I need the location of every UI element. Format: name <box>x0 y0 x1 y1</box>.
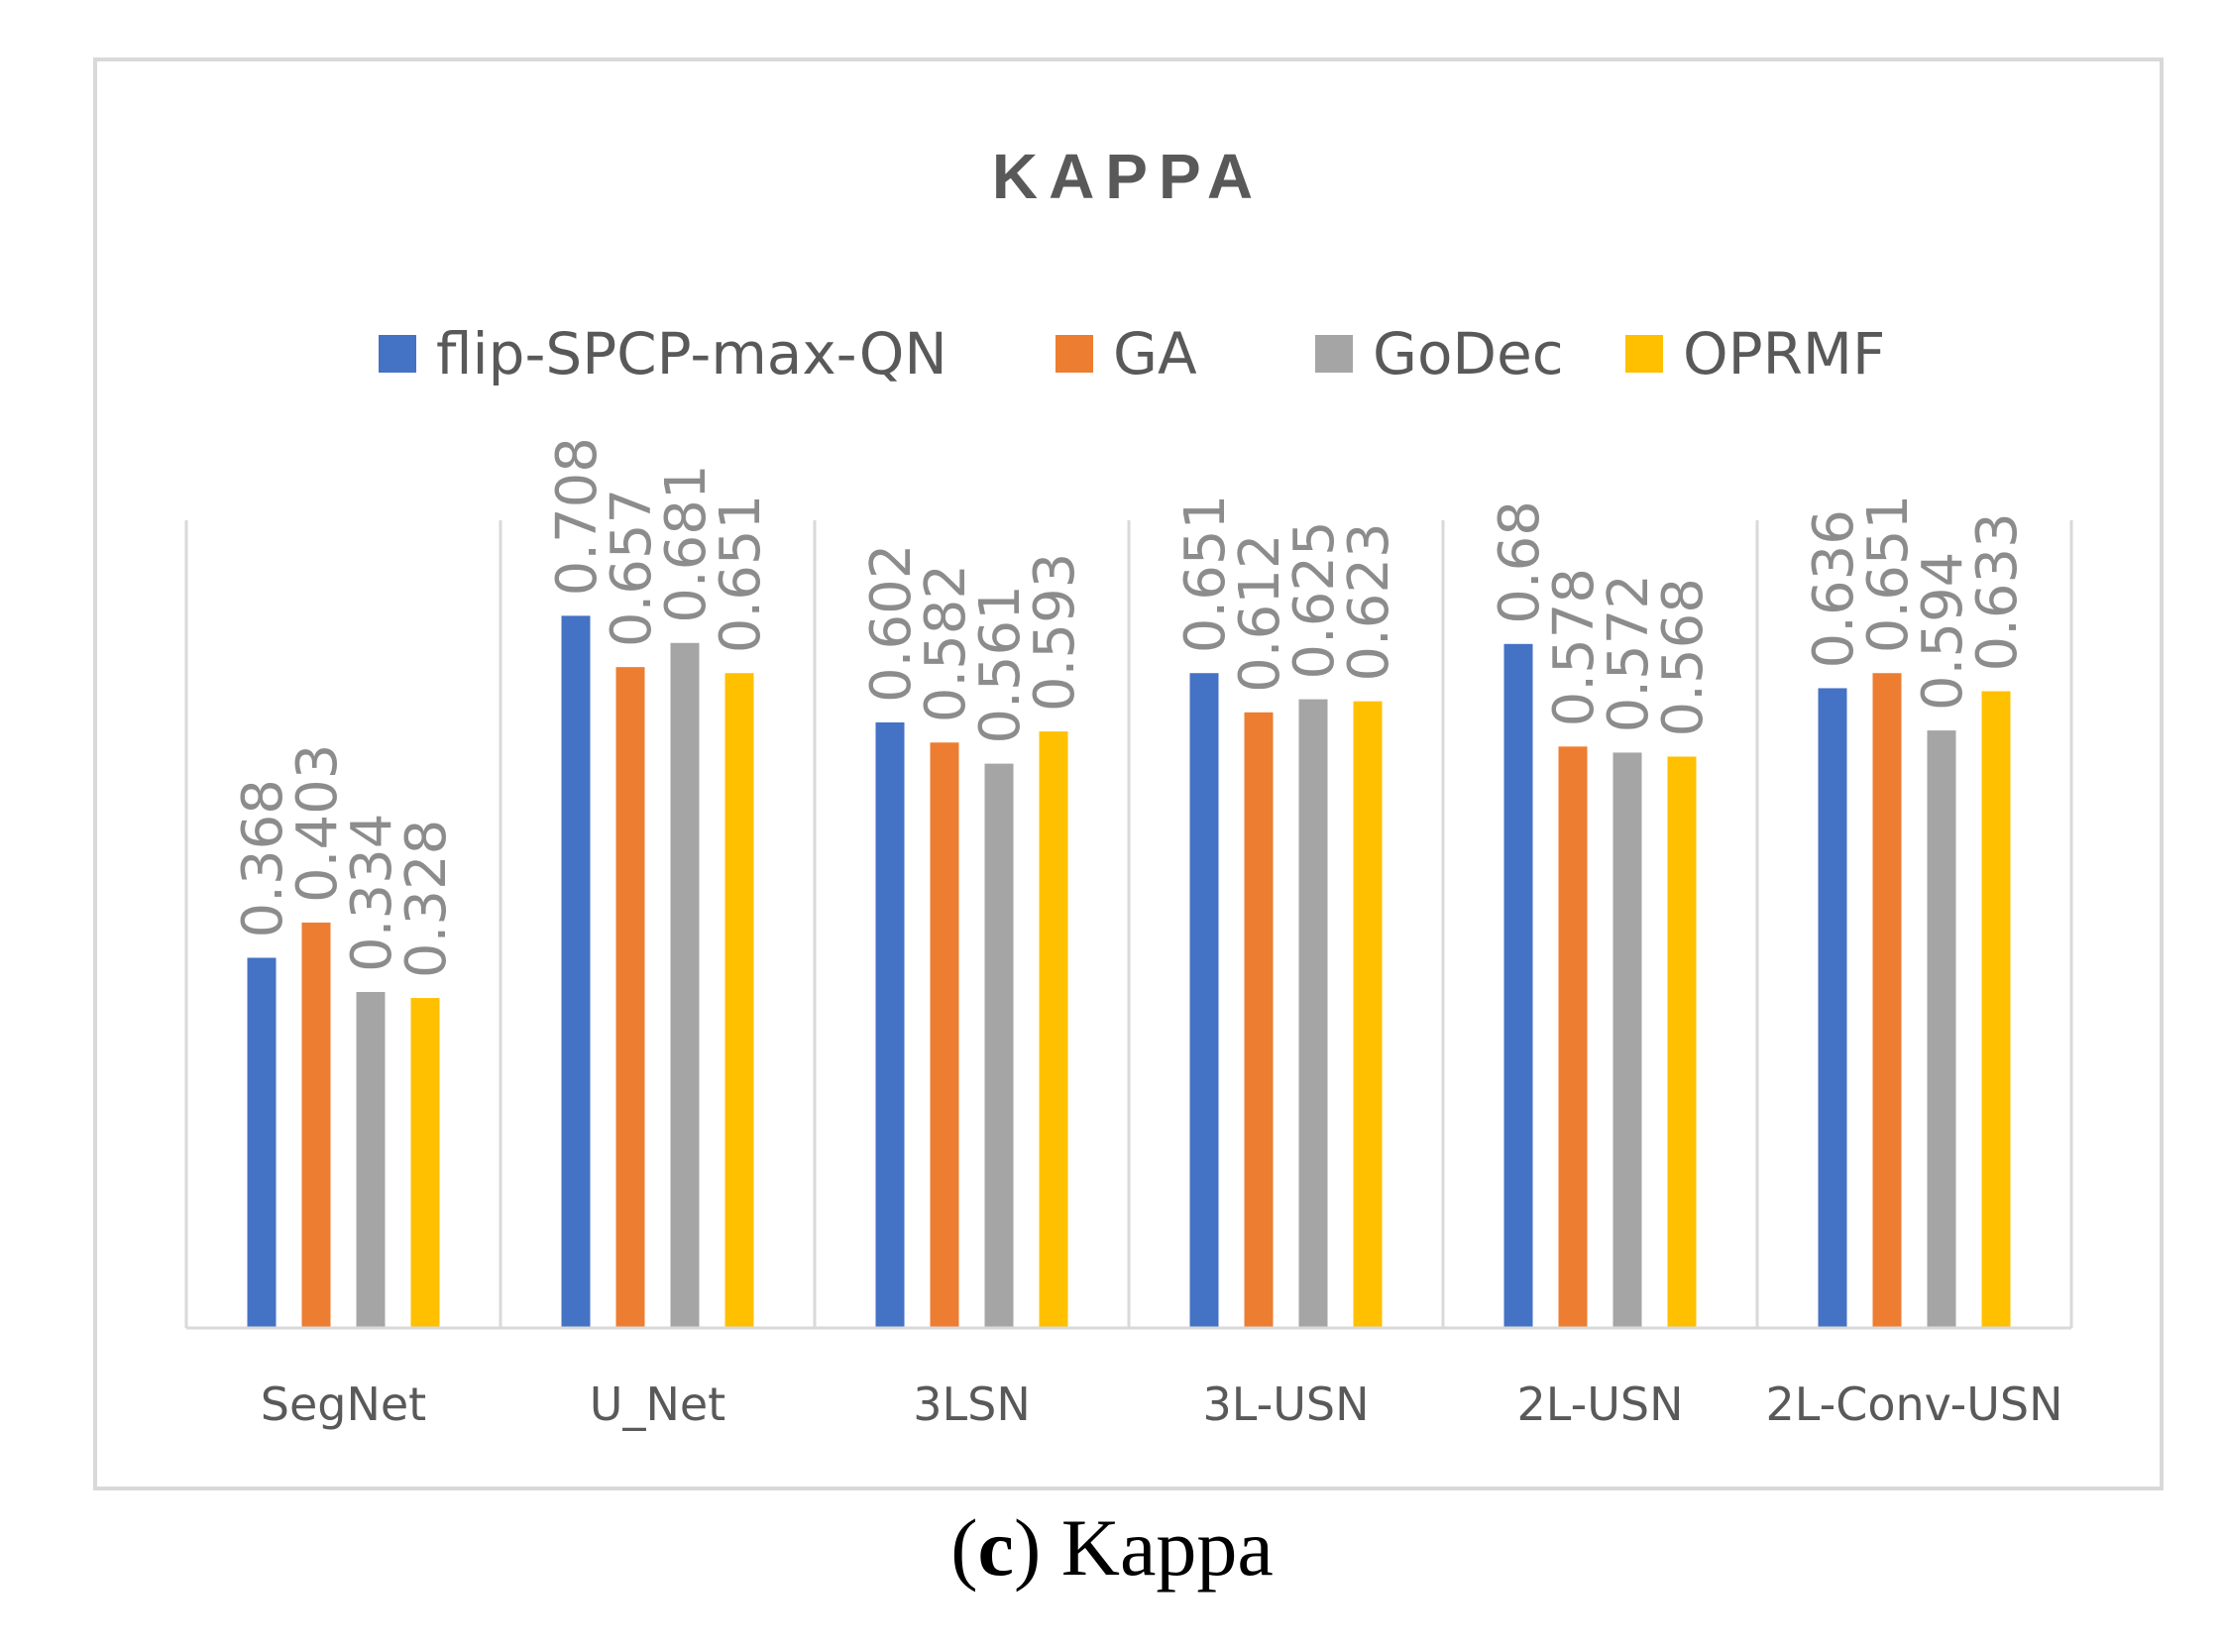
category-label-2l-conv-usn: 2L-Conv-USN <box>1766 1377 2063 1431</box>
data-label-2l-conv-usn-godec: 0.594 <box>1911 552 1975 711</box>
bar-3lsn-flip-spcp-max-qn <box>875 721 905 1328</box>
data-label-3lsn-ga: 0.582 <box>914 564 978 722</box>
legend-label: GA <box>1113 320 1197 387</box>
data-label-2l-usn-godec: 0.572 <box>1597 574 1661 732</box>
category-label-3l-usn: 3L-USN <box>1203 1377 1370 1431</box>
data-label-2l-usn-flip-spcp-max-qn: 0.68 <box>1488 500 1552 624</box>
legend-item-ga: GA <box>1056 320 1197 387</box>
bar-3l-usn-godec <box>1298 699 1328 1328</box>
caption-text: Kappa <box>1060 1502 1274 1593</box>
data-label-3lsn-flip-spcp-max-qn: 0.602 <box>859 544 924 703</box>
legend-swatch <box>1315 335 1353 373</box>
legend-swatch <box>379 335 416 373</box>
data-label-2l-conv-usn-ga: 0.651 <box>1856 495 1921 653</box>
bar-3lsn-godec <box>984 763 1014 1328</box>
bar-u-net-ga <box>615 667 645 1328</box>
legend-label: GoDec <box>1373 320 1564 387</box>
plot-area: 0.3680.4030.3340.328SegNet0.7080.6570.68… <box>184 437 2073 1431</box>
legend-label: flip-SPCP-max-QN <box>436 320 947 387</box>
bar-segnet-oprmf <box>410 998 440 1328</box>
bar-2l-conv-usn-flip-spcp-max-qn <box>1818 688 1847 1328</box>
category-label-segnet: SegNet <box>261 1377 426 1431</box>
legend-label: OPRMF <box>1683 320 1885 387</box>
bar-2l-conv-usn-ga <box>1872 673 1902 1328</box>
bar-2l-usn-oprmf <box>1667 756 1697 1328</box>
bar-2l-usn-godec <box>1612 752 1642 1328</box>
bar-u-net-godec <box>670 642 700 1328</box>
data-label-2l-conv-usn-oprmf: 0.633 <box>1965 512 2030 671</box>
bar-2l-conv-usn-oprmf <box>1981 691 2011 1328</box>
figure-caption: (c) Kappa <box>950 1502 1274 1593</box>
legend: flip-SPCP-max-QN GA GoDec OPRMF <box>379 320 1885 387</box>
legend-item-oprmf: OPRMF <box>1625 320 1885 387</box>
caption-letter: c <box>977 1502 1014 1593</box>
data-label-2l-conv-usn-flip-spcp-max-qn: 0.636 <box>1802 509 1866 668</box>
data-label-u-net-godec: 0.681 <box>654 464 719 622</box>
bar-3lsn-ga <box>930 742 959 1328</box>
bar-2l-usn-ga <box>1558 746 1588 1328</box>
bar-2l-usn-flip-spcp-max-qn <box>1503 643 1533 1328</box>
bar-3lsn-oprmf <box>1039 731 1068 1328</box>
chart-title: KAPPA <box>992 141 1264 212</box>
category-label-2l-usn: 2L-USN <box>1517 1377 1684 1431</box>
bar-2l-conv-usn-godec <box>1927 730 1956 1328</box>
bar-segnet-ga <box>301 922 331 1328</box>
data-label-segnet-flip-spcp-max-qn: 0.368 <box>231 779 295 937</box>
bar-3l-usn-ga <box>1244 712 1274 1328</box>
bar-u-net-oprmf <box>724 673 754 1328</box>
data-label-segnet-oprmf: 0.328 <box>394 820 459 978</box>
bar-3l-usn-oprmf <box>1353 701 1383 1328</box>
data-label-3l-usn-godec: 0.625 <box>1282 520 1347 679</box>
data-label-u-net-ga: 0.657 <box>600 489 664 647</box>
legend-swatch <box>1625 335 1663 373</box>
data-label-2l-usn-oprmf: 0.568 <box>1651 578 1716 736</box>
legend-item-flip-spcp-max-qn: flip-SPCP-max-QN <box>379 320 947 387</box>
bar-segnet-godec <box>356 991 386 1328</box>
data-label-u-net-flip-spcp-max-qn: 0.708 <box>545 437 610 596</box>
data-label-3lsn-oprmf: 0.593 <box>1023 553 1087 712</box>
data-label-segnet-godec: 0.334 <box>340 814 404 972</box>
bar-3l-usn-flip-spcp-max-qn <box>1189 673 1219 1328</box>
category-label-3lsn: 3LSN <box>913 1377 1031 1431</box>
data-label-3l-usn-oprmf: 0.623 <box>1337 522 1401 681</box>
data-label-3l-usn-flip-spcp-max-qn: 0.651 <box>1173 495 1238 653</box>
data-label-3lsn-godec: 0.561 <box>968 585 1033 743</box>
data-label-2l-usn-ga: 0.578 <box>1542 568 1607 726</box>
legend-item-godec: GoDec <box>1315 320 1564 387</box>
data-label-segnet-ga: 0.403 <box>285 744 350 903</box>
data-label-u-net-oprmf: 0.651 <box>709 495 773 653</box>
legend-swatch <box>1056 335 1093 373</box>
bar-u-net-flip-spcp-max-qn <box>561 615 591 1328</box>
data-label-3l-usn-ga: 0.612 <box>1228 533 1292 692</box>
category-label-u-net: U_Net <box>590 1377 725 1431</box>
bar-segnet-flip-spcp-max-qn <box>247 957 277 1328</box>
